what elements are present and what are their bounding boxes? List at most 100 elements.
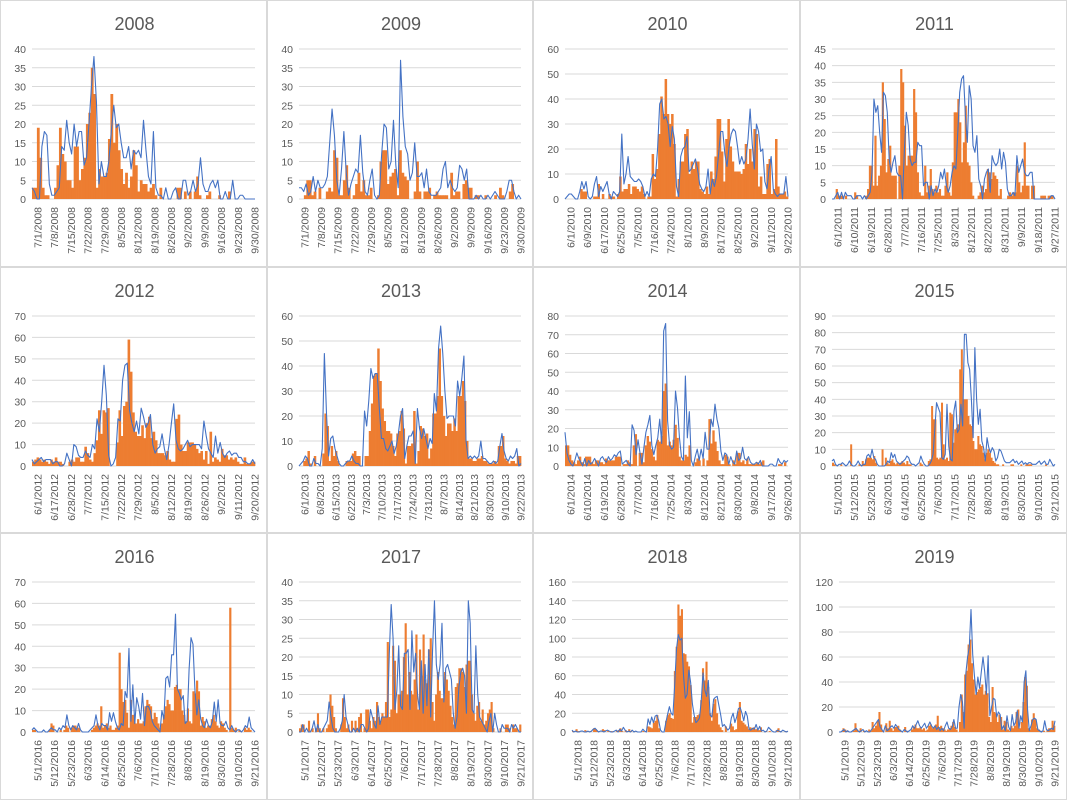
bar-series xyxy=(835,69,1054,199)
bar xyxy=(612,196,616,199)
x-tick-label: 6/28/2012 xyxy=(66,474,78,521)
bar xyxy=(461,381,465,466)
x-tick-label: 9/21/2018 xyxy=(783,740,795,787)
bar xyxy=(686,129,689,199)
bar xyxy=(961,162,964,199)
y-tick-label: 40 xyxy=(14,375,26,387)
x-tick-label: 8/8/2018 xyxy=(718,740,730,781)
x-tick-label: 6/22/2013 xyxy=(346,474,358,521)
x-tick-label: 6/17/2012 xyxy=(49,474,61,521)
x-tick-label: 8/17/2010 xyxy=(716,207,728,254)
bar xyxy=(918,192,921,199)
line-series xyxy=(31,362,256,467)
bar xyxy=(474,195,478,199)
y-tick-label: 10 xyxy=(281,157,293,169)
bar xyxy=(844,195,848,199)
bar xyxy=(438,348,441,466)
bar xyxy=(161,453,165,466)
bar xyxy=(751,728,754,732)
x-tick-label: 6/15/2013 xyxy=(330,474,342,521)
bar xyxy=(416,161,419,199)
y-tick-label: 20 xyxy=(554,708,566,720)
bar xyxy=(749,149,752,199)
y-tick-label: 140 xyxy=(548,596,566,608)
bar xyxy=(90,729,94,732)
bar xyxy=(1040,195,1043,199)
bar xyxy=(662,114,665,199)
bar xyxy=(580,189,583,199)
bar xyxy=(901,461,904,466)
bar xyxy=(724,454,727,466)
y-tick-label: 20 xyxy=(547,424,559,436)
bar xyxy=(130,176,133,199)
bar xyxy=(411,443,414,466)
x-tick-label: 7/25/2014 xyxy=(666,474,678,521)
bar xyxy=(1014,192,1017,199)
bar xyxy=(712,703,715,733)
bar xyxy=(1019,192,1023,199)
bar xyxy=(584,191,588,199)
bar xyxy=(177,689,180,732)
bar xyxy=(682,460,685,467)
bar xyxy=(84,446,87,466)
bar xyxy=(241,463,244,466)
bar xyxy=(892,175,896,199)
bar xyxy=(1022,702,1025,732)
bar xyxy=(866,457,869,466)
x-tick-label: 6/25/2017 xyxy=(383,740,395,787)
bar xyxy=(929,724,932,732)
bar xyxy=(666,445,669,467)
bar xyxy=(401,690,404,732)
bar xyxy=(1018,182,1021,199)
bar xyxy=(960,694,963,732)
bar xyxy=(134,165,138,199)
x-tick-label: 8/12/2011 xyxy=(966,207,978,253)
y-tick-label: 60 xyxy=(554,671,566,683)
bar xyxy=(964,399,967,466)
bar xyxy=(76,146,79,199)
y-tick-label: 20 xyxy=(814,428,826,440)
bar xyxy=(52,461,56,466)
bar xyxy=(1036,728,1039,732)
bar xyxy=(889,461,892,466)
x-tick-label: 8/30/2014 xyxy=(732,474,744,521)
bar xyxy=(994,175,997,199)
chart-panel-2010: 2010 0 10 20 30 40 50 60 6/1/2010 6/9/2010 6/17/20… xyxy=(533,0,800,267)
x-tick-label: 6/19/2014 xyxy=(599,474,611,521)
y-tick-label: 0 xyxy=(827,727,833,739)
bar xyxy=(463,687,466,732)
y-tick-label: 40 xyxy=(814,394,826,406)
bar xyxy=(1043,730,1046,732)
bar xyxy=(758,464,761,467)
bar xyxy=(945,730,948,732)
bar xyxy=(971,663,974,732)
bar xyxy=(922,195,925,199)
bar xyxy=(403,176,407,199)
bar xyxy=(214,457,217,466)
bar xyxy=(832,462,834,466)
bar xyxy=(911,729,914,732)
bar xyxy=(869,457,872,466)
x-tick-label: 7/1/2008 xyxy=(33,207,45,248)
line-series xyxy=(831,333,1056,467)
bar xyxy=(1007,195,1010,199)
bar xyxy=(630,464,634,467)
bar xyxy=(61,154,65,199)
bar xyxy=(420,675,423,732)
bar xyxy=(379,161,383,199)
y-tick-label: 20 xyxy=(14,418,26,430)
bar xyxy=(228,191,231,199)
bar xyxy=(951,162,954,199)
bar xyxy=(56,165,60,199)
x-tick-label: 8/30/2019 xyxy=(1017,740,1029,787)
bar xyxy=(113,729,116,732)
chart-title: 2011 xyxy=(915,14,954,34)
x-tick-label: 6/17/2010 xyxy=(599,207,611,254)
bar xyxy=(724,726,727,733)
bar xyxy=(986,169,989,199)
bar xyxy=(427,649,431,732)
x-tick-label: 5/23/2018 xyxy=(605,740,617,787)
bar xyxy=(995,713,998,732)
bar xyxy=(462,184,466,199)
bar xyxy=(389,433,393,466)
